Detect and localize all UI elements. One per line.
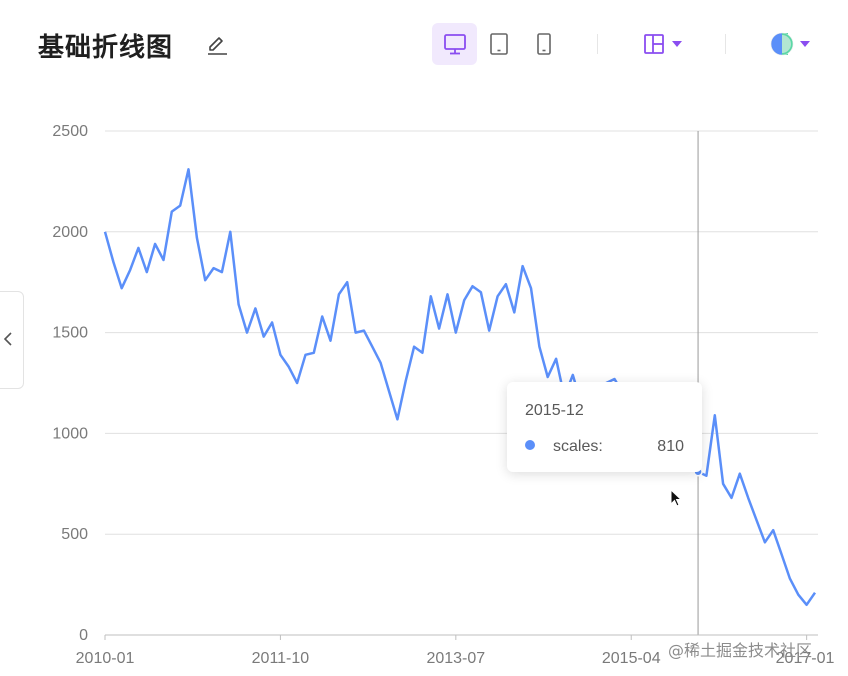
- x-tick-label: 2015-04: [602, 650, 661, 667]
- y-tick-label: 2500: [52, 123, 88, 140]
- y-tick-label: 500: [61, 526, 88, 543]
- y-tick-label: 2000: [52, 224, 88, 241]
- watermark: @稀土掘金技术社区: [668, 641, 813, 660]
- tablet-icon: [490, 33, 508, 55]
- collapse-panel-button[interactable]: [0, 291, 24, 389]
- layout-dropdown[interactable]: [638, 23, 688, 65]
- y-tick-label: 0: [79, 627, 88, 644]
- chevron-left-icon: [3, 332, 12, 346]
- tooltip-series-marker: [525, 440, 535, 450]
- tablet-view-button[interactable]: [482, 23, 516, 65]
- series-line-scales: [103, 168, 817, 607]
- series: [103, 168, 817, 607]
- phone-icon: [537, 33, 551, 55]
- x-tick-label: 2013-07: [426, 650, 485, 667]
- caret-down-icon: [672, 41, 682, 47]
- x-tick-label: 2017-01: [776, 650, 835, 667]
- axes: 0 500 1000 1500 2000 2500 2010-01 2011-10 2013-0…: [52, 123, 834, 667]
- layout-grid-icon: [644, 34, 664, 54]
- mouse-pointer-icon: [670, 489, 683, 507]
- grid-lines: [105, 130, 818, 635]
- x-tick-label: 2011-10: [252, 650, 310, 667]
- page-title: 基础折线图: [38, 33, 174, 63]
- theme-dropdown[interactable]: [766, 23, 814, 65]
- toolbar-divider: [597, 34, 598, 54]
- y-tick-label: 1000: [52, 425, 88, 442]
- y-tick-label: 1500: [52, 325, 88, 342]
- caret-down-icon: [799, 41, 810, 47]
- header: 基础折线图: [0, 0, 848, 90]
- desktop-view-button[interactable]: [432, 23, 477, 65]
- tooltip-title: 2015-12: [525, 402, 584, 419]
- tooltip-series-value: 810: [657, 438, 684, 455]
- x-tick-label: 2010-01: [76, 650, 135, 667]
- pencil-icon[interactable]: [205, 33, 229, 57]
- tooltip-series-name: scales:: [553, 438, 603, 455]
- toolbar-divider: [725, 34, 726, 54]
- desktop-icon: [443, 34, 466, 55]
- theme-circle-icon: [770, 32, 793, 56]
- chart-tooltip: 2015-12 scales: 810: [507, 382, 702, 472]
- phone-view-button[interactable]: [528, 23, 560, 65]
